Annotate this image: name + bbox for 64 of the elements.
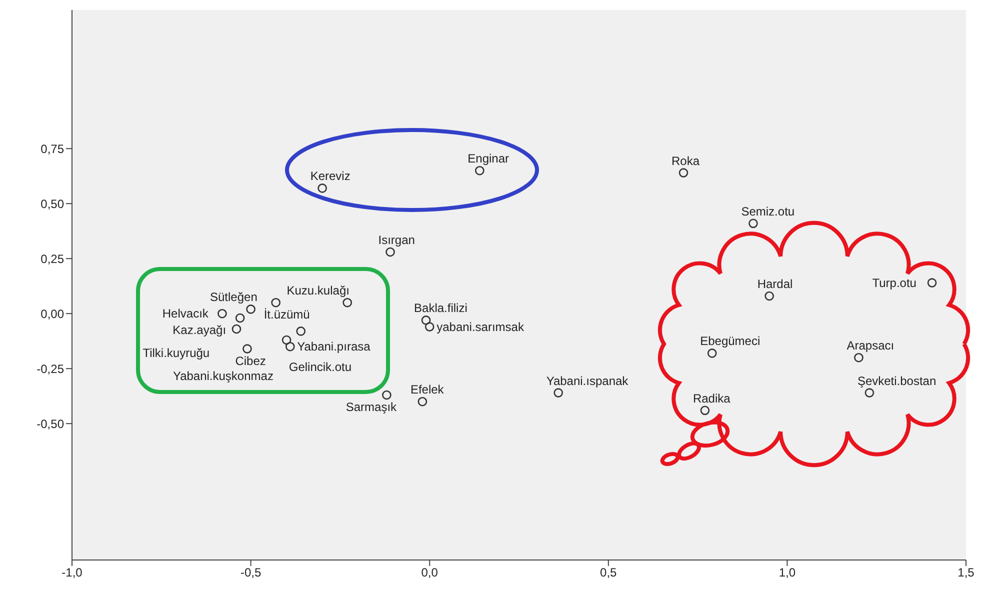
point [475, 166, 484, 176]
point [700, 406, 710, 416]
annotation: Roka [671, 154, 700, 168]
annotation: Yabani.pırasa [297, 340, 371, 354]
annotation: Şevketi.bostan [857, 374, 936, 388]
point [318, 184, 327, 193]
point [678, 168, 688, 178]
point [764, 291, 774, 301]
x-tick-label: -1,0 [62, 566, 83, 580]
point [854, 352, 864, 362]
point [864, 388, 874, 398]
point [282, 335, 292, 345]
annotation: Helvacık [162, 306, 210, 321]
annotation: Tilki.kuyruğu [142, 346, 210, 360]
point [246, 304, 256, 314]
point [271, 298, 280, 308]
annotation: Semiz.otu [741, 204, 795, 218]
y-tick-label: -0,25 [36, 362, 64, 376]
y-tick-label: 0,25 [40, 252, 64, 266]
annotation: Arapsacı [846, 338, 894, 353]
annotation: Radika [692, 391, 731, 406]
annotation: Hardal [757, 277, 793, 291]
annotation: yabani.sarımsak [436, 320, 525, 334]
annotation: Gelincik.otu [288, 360, 352, 374]
y-tick-label: 0,75 [40, 142, 64, 156]
y-tick-label: -0,50 [36, 416, 64, 431]
point [296, 326, 306, 336]
point [748, 218, 758, 228]
x-tick-label: 1,0 [778, 566, 796, 580]
x-tick-label: 1,5 [958, 566, 975, 580]
point [382, 390, 392, 400]
annotation: Cibez [235, 354, 266, 368]
annotation: Sarmaşık [346, 400, 398, 414]
annotation: Kaz.ayağı [172, 323, 226, 337]
point [421, 316, 431, 325]
point [418, 396, 428, 406]
point [242, 344, 252, 354]
point [424, 322, 434, 332]
point [342, 298, 352, 308]
annotation: Kuzu.kulağı [286, 284, 350, 298]
x-tick-label: 0,0 [421, 566, 438, 580]
point [285, 342, 295, 352]
x-tick-label: 0,5 [600, 566, 618, 580]
annotation: Bakla.filizi [414, 301, 468, 316]
y-tick-label: 0,50 [40, 196, 64, 211]
annotation: Sütleğen [210, 290, 258, 304]
annotation: Yabani.ıspanak [546, 374, 630, 388]
x-tick-label: -0,5 [240, 566, 262, 580]
annotation: Kereviz [310, 169, 350, 184]
point [218, 308, 227, 318]
annotation: Enginar [468, 152, 510, 166]
y-tick-label: 0,00 [40, 306, 64, 321]
point [927, 278, 937, 288]
point [554, 388, 563, 398]
annotation: Ebegümeci [700, 334, 760, 348]
point [386, 247, 395, 257]
annotation: İt.üzümü [264, 308, 310, 322]
annotation: Turp.otu [872, 276, 916, 290]
annotation: Isırgan [378, 233, 415, 247]
point [232, 324, 242, 334]
point [235, 313, 245, 323]
annotation: Efelek [410, 382, 445, 397]
point [707, 348, 717, 358]
annotation: Yabani.kuşkonmaz [172, 369, 274, 383]
